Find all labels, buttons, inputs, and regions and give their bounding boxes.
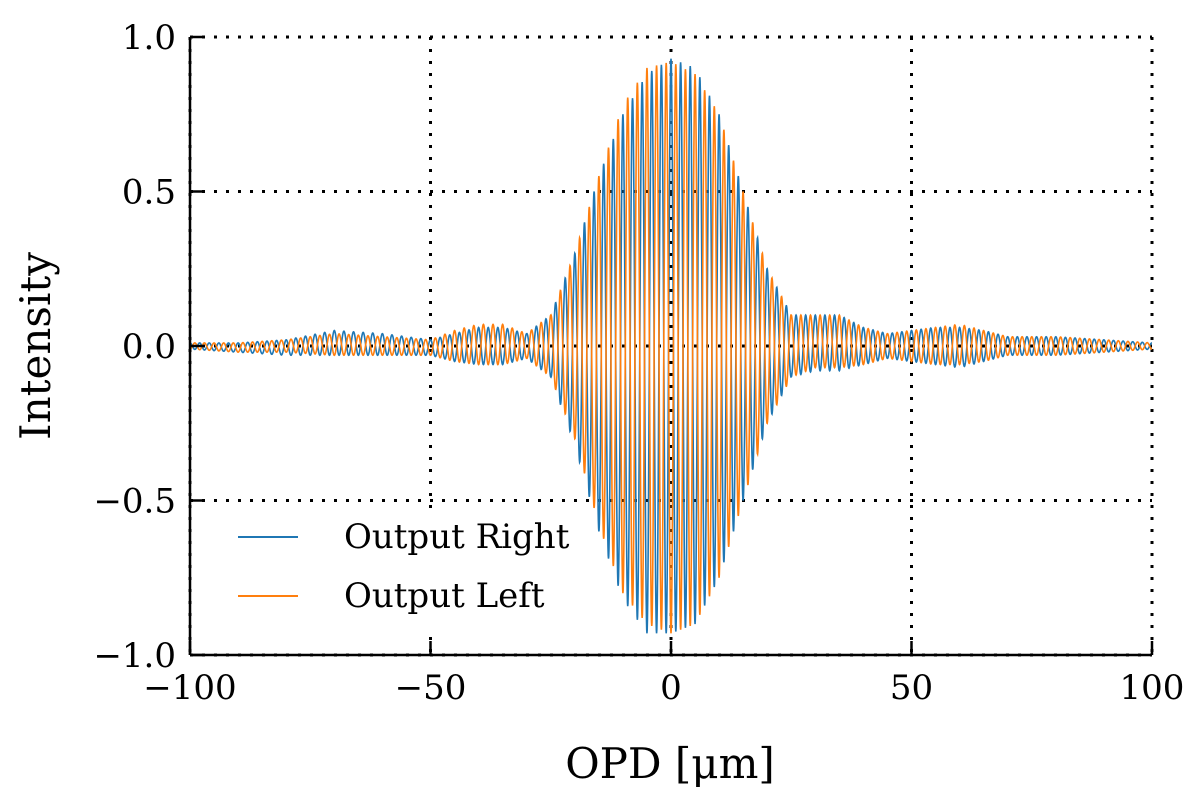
- y-tick-label: 1.0: [122, 18, 176, 58]
- series-line-output-right: [189, 58, 1153, 634]
- legend: Output Right Output Left: [220, 508, 590, 630]
- y-axis-label: Intensity: [11, 252, 60, 440]
- x-tick-label: 100: [1120, 668, 1185, 708]
- legend-label: Output Left: [344, 576, 545, 616]
- y-tick-label: 0.5: [122, 173, 176, 213]
- x-axis-label: OPD [μm]: [565, 739, 775, 788]
- x-tick-label: 50: [890, 668, 933, 708]
- y-tick-label: −1.0: [93, 636, 176, 676]
- ticks: −100 −50 0 50 100 −1.0 −0.5 0.0 0.5 1.0: [93, 18, 1184, 708]
- y-tick-label: −0.5: [93, 482, 176, 522]
- series-line-output-left: [189, 62, 1153, 634]
- x-tick-label: −100: [143, 668, 236, 708]
- x-tick-label: 0: [660, 668, 682, 708]
- legend-background: [220, 508, 590, 630]
- legend-label: Output Right: [344, 517, 570, 557]
- series-layer: [189, 58, 1153, 634]
- y-tick-label: 0.0: [122, 327, 176, 367]
- x-tick-label: −50: [395, 668, 467, 708]
